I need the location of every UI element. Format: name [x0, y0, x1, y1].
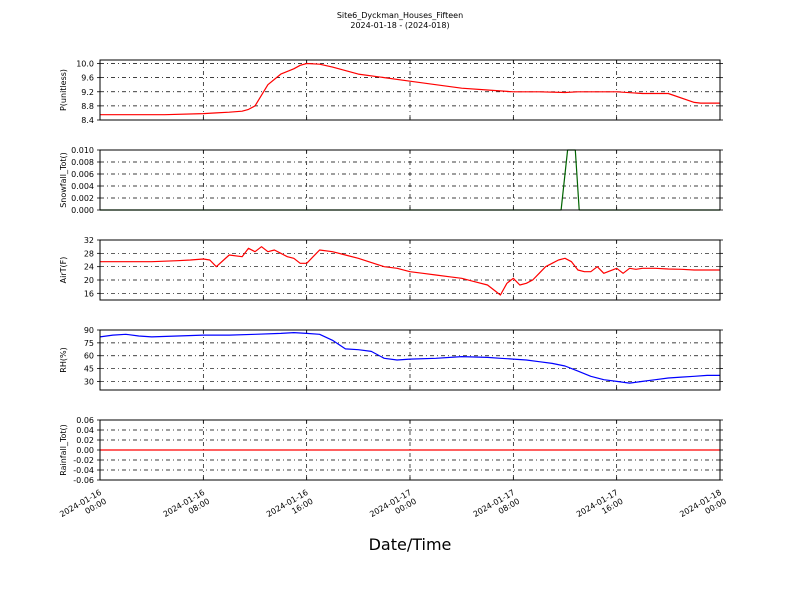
y-axis-label: P(unitless)	[59, 69, 68, 111]
y-tick-label: 30	[84, 377, 94, 386]
y-tick-label: -0.06	[73, 476, 94, 485]
y-tick-label: 90	[84, 326, 94, 335]
series-line	[99, 332, 720, 384]
axes-frame	[99, 239, 721, 301]
x-tick-label: 2024-01-1800:00	[678, 488, 728, 528]
y-tick-label: 10.0	[76, 60, 94, 69]
y-tick-label: 0.006	[71, 170, 94, 179]
y-axis-label: AirT(F)	[59, 257, 68, 284]
y-tick-label: 8.4	[81, 116, 94, 125]
y-tick-label: -0.02	[73, 456, 94, 465]
y-tick-label: 20	[84, 276, 94, 285]
y-tick-label: 9.2	[81, 88, 94, 97]
y-tick-label: 45	[84, 365, 94, 374]
y-axis-label: Rainfall_Tot()	[59, 424, 68, 476]
y-tick-label: 0.04	[76, 426, 94, 435]
panel-1: 8.4 8.8 9.2 9.6 10.0 P(unitless)	[59, 59, 723, 125]
y-tick-label: 0.02	[76, 436, 94, 445]
y-tick-label: 0.008	[71, 158, 94, 167]
y-tick-label: 0.06	[76, 416, 94, 425]
x-tick-label: 2024-01-1608:00	[162, 488, 212, 528]
series-line	[100, 62, 720, 116]
y-axis-label: Snowfall_Tot()	[59, 152, 68, 208]
y-axis-label: RH(%)	[59, 347, 68, 372]
axes-frame	[99, 149, 721, 211]
x-tick-label: 2024-01-1616:00	[265, 488, 315, 528]
y-tick-label: 16	[84, 289, 94, 298]
y-tick-label: 28	[84, 249, 94, 258]
y-tick-label: 8.8	[81, 102, 94, 111]
x-tick-label: 2024-01-1708:00	[472, 488, 522, 528]
axes-frame	[99, 419, 721, 481]
x-tick-label: 2024-01-1700:00	[368, 488, 418, 528]
y-tick-label: 24	[84, 263, 94, 272]
y-tick-label: 9.6	[81, 74, 94, 83]
y-tick-label: 0.010	[71, 146, 94, 155]
x-tick-label: 2024-01-1716:00	[575, 488, 625, 528]
y-tick-label: 0.00	[76, 446, 94, 455]
y-tick-label: 0.004	[71, 182, 94, 191]
axes-frame	[99, 59, 721, 121]
panel-3: 16 20 24 28 32 AirT(F)	[59, 236, 723, 301]
x-tick-label: 2024-01-1600:00	[58, 488, 108, 528]
x-axis-label: Date/Time	[369, 535, 452, 554]
panel-5: -0.06-0.04-0.020.000.020.040.06 Rainfall_…	[59, 416, 723, 485]
y-tick-label: 75	[84, 339, 94, 348]
y-tick-label: 0.002	[71, 194, 94, 203]
series-line	[100, 246, 720, 296]
panel-2: 0.000 0.002 0.004 0.006 0.008 0.010Snowfall_T…	[59, 146, 723, 215]
panel-4: 30 45 60 75 90 RH(%)	[59, 326, 723, 391]
y-tick-label: 32	[84, 236, 94, 245]
chart-subtitle: 2024-01-18 - (2024-018)	[350, 21, 450, 30]
y-tick-label: 60	[84, 352, 94, 361]
y-tick-label: 0.000	[71, 206, 94, 215]
y-tick-label: -0.04	[73, 466, 94, 475]
chart-title: Site6_Dyckman_Houses_Fifteen	[336, 11, 464, 20]
axes-frame	[99, 329, 721, 391]
